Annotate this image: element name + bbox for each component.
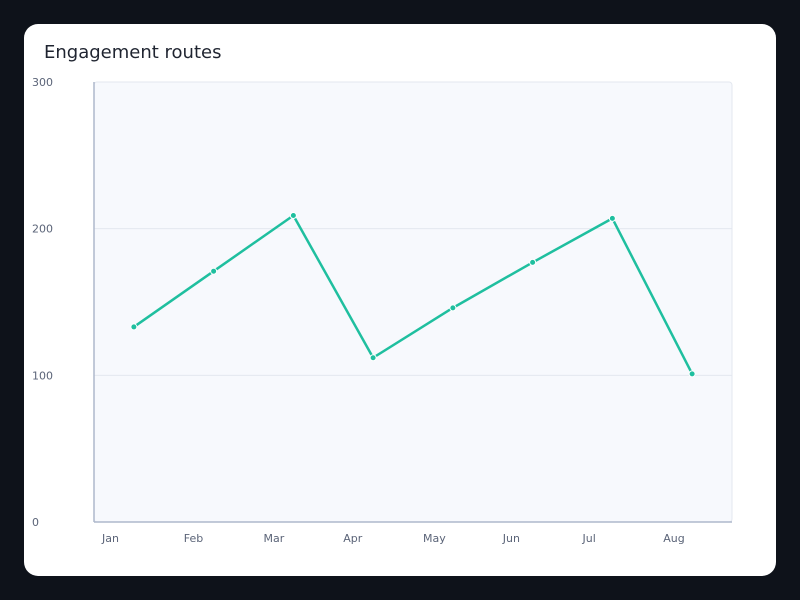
x-tick-label: Feb xyxy=(184,532,203,545)
y-tick-label: 100 xyxy=(32,369,53,382)
data-point xyxy=(529,258,537,266)
line-chart: 0 100 200 300 Jan Feb Mar Apr May Jun Jul Aug xyxy=(32,76,733,545)
x-tick-label: Jun xyxy=(502,532,520,545)
chart-card: Engagement routes 0 100 200 300 Jan Feb Mar Apr… xyxy=(24,24,776,576)
data-point xyxy=(289,211,297,219)
data-point xyxy=(449,304,457,312)
y-tick-label: 300 xyxy=(32,76,53,89)
data-point xyxy=(688,370,696,378)
x-tick-label: Aug xyxy=(663,532,684,545)
data-point xyxy=(369,354,377,362)
x-tick-label: Jan xyxy=(101,532,119,545)
data-point xyxy=(210,267,218,275)
y-tick-label: 200 xyxy=(32,223,53,236)
data-point xyxy=(608,214,616,222)
chart-title: Engagement routes xyxy=(44,42,222,63)
x-tick-label: May xyxy=(423,532,446,545)
plot-area xyxy=(93,81,733,523)
y-tick-label: 0 xyxy=(32,516,39,529)
x-tick-label: Jul xyxy=(582,532,596,545)
series-line xyxy=(132,214,694,376)
x-tick-label: Mar xyxy=(264,532,285,545)
data-point xyxy=(130,323,138,331)
x-tick-label: Apr xyxy=(343,532,363,545)
